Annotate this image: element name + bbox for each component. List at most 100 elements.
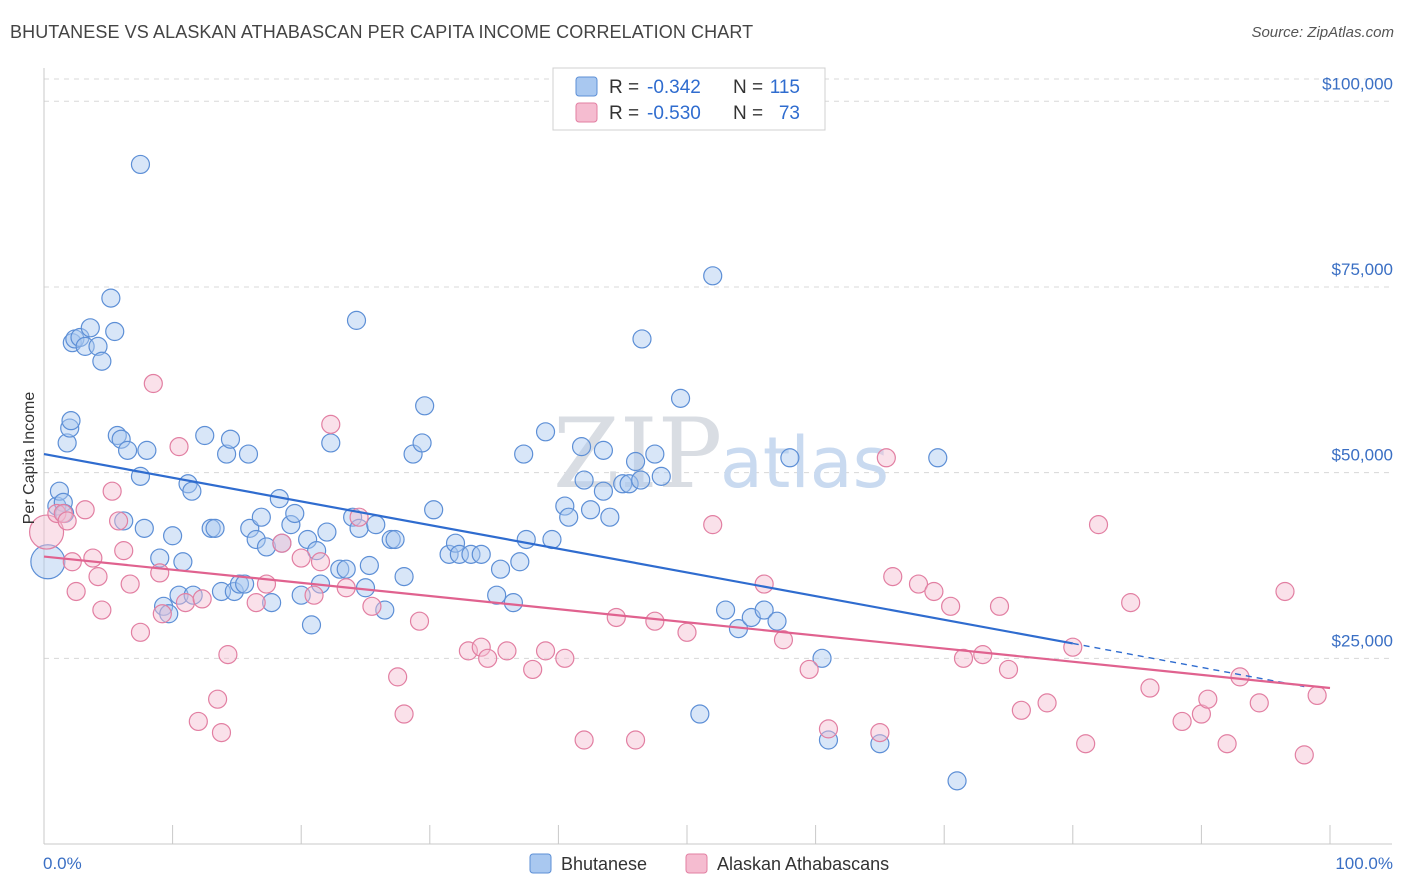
bhutanese-point-107 [715,600,736,620]
alaskan-point-58 [908,574,929,594]
gridlines [44,78,1392,659]
legend-n-label-2: N = [733,103,763,124]
alaskan-point-5 [66,581,86,602]
bhutanese-point-29 [169,585,189,605]
alaskan-point-70 [1121,593,1141,613]
alaskan-point-40 [478,648,498,668]
bhutanese-point-83 [503,593,523,613]
alaskan-point-52 [773,630,794,650]
bhutanese-point-61 [336,559,356,579]
bhutanese-point-87 [535,422,556,442]
bhutanese-point-17 [107,425,127,446]
bhutanese-point-34 [195,425,215,446]
alaskan-point-25 [246,593,266,613]
alaskan-point-78 [1275,581,1295,602]
bhutanese-trend-line [43,452,1073,645]
bhutanese-point-74 [415,396,435,416]
alaskan-point-3 [57,511,77,531]
alaskan-point-11 [108,511,129,531]
alaskan-point-76 [1230,667,1250,687]
watermark-zip: ZIP [553,398,722,510]
bhutanese-point-30 [173,552,193,572]
bhutanese-point-23 [137,440,157,460]
bhutanese-point-0 [30,544,66,580]
alaskan-point-6 [75,500,95,520]
bhutanese-point-105 [690,704,710,724]
y-tick-label-3: $100,000 [1322,74,1393,93]
alaskan-point-64 [998,659,1019,680]
y-tick-label-2: $75,000 [1332,260,1393,279]
bhutanese-point-45 [246,529,266,550]
bhutanese-point-46 [251,507,271,527]
alaskan-point-59 [924,581,944,602]
alaskan-point-45 [574,730,594,750]
bhutanese-point-101 [632,329,652,349]
alaskan-point-51 [754,574,774,594]
trend-lines [43,452,1331,690]
alaskan-point-47 [625,730,646,750]
alaskan-point-39 [471,637,491,657]
alaskan-point-35 [388,667,408,687]
series-legend-label-alaskan: Alaskan Athabascans [717,854,889,874]
bhutanese-point-43 [238,444,259,464]
legend-n-value-2: 73 [779,103,800,124]
bhutanese-point-60 [330,559,350,579]
alaskan-point-48 [645,611,665,631]
series-legend-swatch-alaskan [685,853,708,874]
bhutanese-point-78 [449,544,469,564]
bhutanese-point-117 [947,771,967,791]
alaskan-point-13 [120,574,140,594]
bhutanese-point-97 [613,474,633,494]
alaskan-point-24 [218,645,238,665]
bhutanese-point-95 [593,440,614,460]
legend-n-value-1: 115 [770,77,800,98]
alaskan-point-23 [211,722,232,743]
alaskan-point-36 [394,704,414,724]
bhutanese-point-32 [182,481,202,501]
bhutanese-point-75 [424,500,444,520]
watermark-atlas: atlas [720,422,889,504]
bhutanese-point-19 [114,511,134,531]
alaskan-point-55 [870,722,890,743]
alaskan-point-72 [1172,711,1192,732]
bhutanese-point-36 [205,518,225,538]
y-tick-labels: $25,000 $50,000 $75,000 $100,000 [1322,74,1393,650]
bhutanese-point-44 [240,518,260,538]
bhutanese-point-42 [235,574,255,594]
alaskan-point-10 [102,481,122,501]
alaskan-point-21 [192,589,212,609]
alaskan-point-18 [169,437,189,457]
bhutanese-point-59 [321,433,341,453]
bhutanese-point-67 [375,600,395,620]
bhutanese-point-116 [928,448,948,468]
bhutanese-point-73 [412,433,432,453]
alaskan-point-34 [362,596,382,616]
bhutanese-point-115 [870,734,890,754]
bhutanese-point-65 [359,555,379,576]
bhutanese-point-27 [159,604,179,624]
alaskan-point-71 [1140,678,1160,698]
alaskan-point-20 [188,711,208,732]
alaskan-point-12 [114,541,134,561]
bhutanese-point-76 [439,544,459,564]
alaskan-point-16 [150,563,170,583]
bhutanese-point-110 [754,600,774,620]
legend-r-value-2: -0.530 [647,103,701,124]
bhutanese-point-48 [262,593,282,613]
y-tick-label-1: $50,000 [1332,446,1393,465]
bhutanese-point-58 [317,522,337,542]
bhutanese-point-71 [346,310,367,330]
alaskan-point-17 [152,604,172,624]
bhutanese-point-51 [281,515,301,535]
y-axis-title: Per Capita Income [21,392,38,525]
alaskan-point-22 [208,689,228,709]
alaskan-point-79 [1294,745,1314,765]
bhutanese-point-7 [61,411,81,431]
bhutanese-point-24 [130,154,151,175]
bhutanese-point-39 [220,429,241,449]
bhutanese-point-22 [134,518,154,538]
alaskan-point-9 [92,600,112,620]
bhutanese-point-80 [471,544,491,564]
alaskan-point-7 [83,548,103,568]
